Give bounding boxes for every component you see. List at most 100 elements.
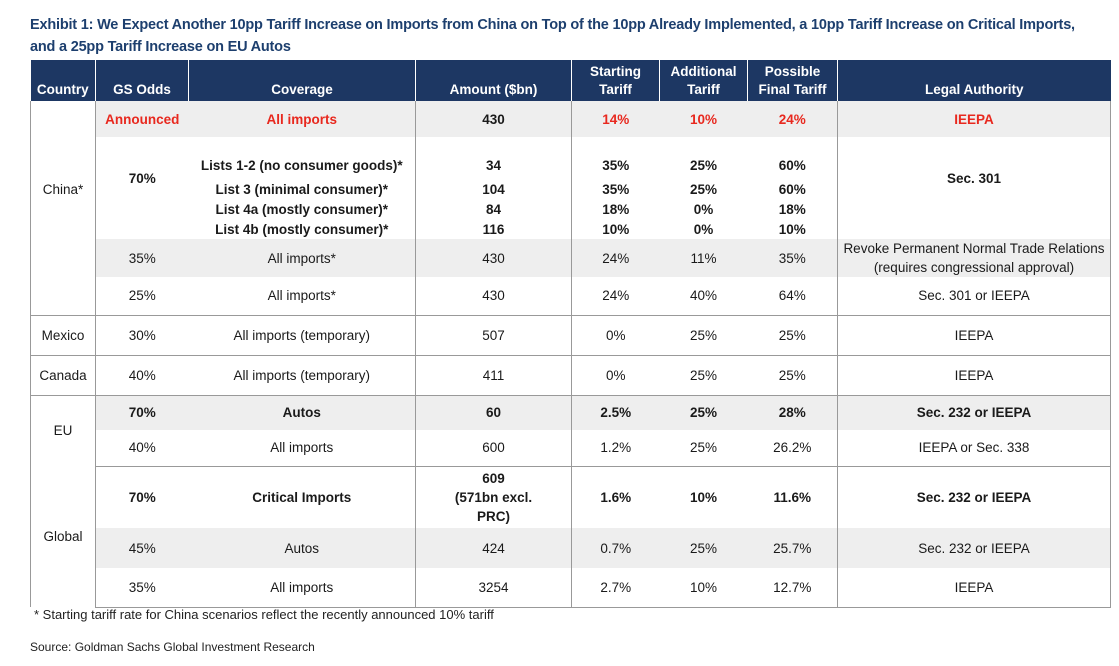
header-final-tariff: Possible Final Tariff: [747, 60, 838, 101]
cell-amount: 430: [415, 239, 572, 277]
table-row-global-critical: Global 70% Critical Imports 609 (571bn ex…: [30, 466, 1111, 607]
cell-final-tariff: 35%: [747, 239, 838, 277]
cell-amount: 116: [415, 219, 572, 239]
cell-legal-authority: Sec. 232 or IEEPA: [837, 395, 1111, 430]
cell-starting-tariff: 0%: [571, 355, 660, 396]
cell-odds: 70%: [95, 137, 189, 239]
amount-line-3: PRC): [477, 508, 510, 524]
cell-legal-authority: Sec. 232 or IEEPA: [837, 466, 1111, 528]
cell-legal-authority: IEEPA: [837, 101, 1111, 137]
table-row-china-lists-1-2: 70% Lists 1-2 (no consumer goods)* 34 35…: [31, 137, 1111, 239]
cell-odds: 35%: [95, 239, 189, 277]
cell-legal-authority: Sec. 301: [837, 137, 1111, 239]
cell-starting-tariff: 24%: [571, 239, 660, 277]
country-global: Global: [30, 466, 96, 607]
header-starting-tariff-line-2: Tariff: [599, 82, 632, 97]
table-header: Country GS Odds Coverage Amount ($bn) St…: [30, 60, 1111, 101]
cell-amount: 84: [415, 199, 572, 219]
header-legal-authority: Legal Authority: [837, 60, 1111, 101]
cell-legal-authority: Sec. 301 or IEEPA: [837, 277, 1111, 316]
table-row-china-announced: China* Announced All imports 430 14% 10%…: [30, 101, 1111, 277]
cell-amount: 507: [415, 315, 572, 356]
cell-starting-tariff: 14%: [571, 101, 660, 137]
cell-final-tariff: 64%: [747, 277, 838, 316]
country-china: China*: [30, 101, 96, 277]
cell-additional-tariff: 25%: [659, 315, 748, 356]
cell-starting-tariff: 1.2%: [571, 430, 660, 467]
cell-additional-tariff: 25%: [659, 355, 748, 396]
cell-starting-tariff: 2.5%: [571, 395, 660, 430]
cell-odds: 70%: [128, 489, 156, 505]
cell-additional-tariff: 11%: [659, 239, 748, 277]
table-row-global-all: 35% All imports 3254 2.7% 10% 12.7% IEEP…: [31, 568, 1111, 608]
table-row-china-pntr: 35% All imports* 430 24% 11% 35% Revoke …: [31, 239, 1111, 277]
table-row-china-list-4b: List 4b (mostly consumer)* 116 10% 0% 10…: [31, 219, 1111, 239]
table-row-china-list-4a: List 4a (mostly consumer)* 84 18% 0% 18%: [31, 199, 1111, 219]
cell-odds: 70%: [95, 395, 189, 430]
cell-odds: 30%: [95, 315, 189, 356]
header-final-tariff-line-2: Final Tariff: [758, 82, 827, 97]
header-starting-tariff: Starting Tariff: [571, 60, 660, 101]
cell-final-tariff: 25%: [747, 315, 838, 356]
cell-amount: 609 (571bn excl. PRC): [415, 466, 572, 528]
cell-final-tariff: 24%: [747, 101, 838, 137]
country-mexico: Mexico: [30, 315, 96, 356]
header-additional-tariff: Additional Tariff: [659, 60, 748, 101]
cell-additional-tariff: 10%: [689, 489, 718, 505]
cell-additional-tariff: 25%: [659, 430, 748, 467]
cell-additional-tariff: 25%: [659, 395, 748, 430]
legal-line-1: Revoke Permanent Normal Trade Relations: [843, 241, 1105, 256]
source-line: Source: Goldman Sachs Global Investment …: [30, 640, 315, 654]
header-country: Country: [30, 60, 96, 101]
cell-odds: Announced: [95, 101, 189, 137]
cell-coverage: List 4b (mostly consumer)*: [215, 221, 389, 237]
table-row-eu-all: 40% All imports 600 1.2% 25% 26.2% IEEPA…: [31, 430, 1111, 467]
cell-legal-authority: IEEPA: [837, 568, 1111, 608]
cell-additional-tariff: 0%: [693, 221, 714, 237]
cell-starting-tariff: 2.7%: [571, 568, 660, 608]
cell-starting-tariff: 1.6%: [600, 489, 632, 505]
header-additional-tariff-line-1: Additional: [670, 64, 737, 79]
cell-legal-authority: Sec. 232 or IEEPA: [837, 528, 1111, 568]
cell-final-tariff: 10%: [747, 219, 838, 239]
cell-odds: 25%: [95, 277, 189, 316]
exhibit-title-line-2: and a 25pp Tariff Increase on EU Autos: [30, 39, 291, 55]
footnote: * Starting tariff rate for China scenari…: [34, 607, 494, 622]
cell-starting-tariff: 0.7%: [571, 528, 660, 568]
header-additional-tariff-line-2: Tariff: [687, 82, 720, 97]
cell-final-tariff: 12.7%: [747, 568, 838, 608]
cell-coverage: Autos: [188, 528, 416, 568]
cell-legal-authority: IEEPA: [837, 355, 1111, 396]
cell-additional-tariff: 0%: [693, 201, 714, 217]
country-canada: Canada: [30, 355, 96, 396]
cell-coverage: All imports*: [188, 239, 416, 277]
cell-coverage: All imports (temporary): [188, 315, 416, 356]
cell-coverage: All imports: [188, 568, 416, 608]
cell-legal-authority: IEEPA or Sec. 338: [837, 430, 1111, 467]
table-row-canada: Canada 40% All imports (temporary) 411 0…: [30, 355, 1111, 396]
header-final-tariff-line-1: Possible: [764, 64, 821, 79]
cell-odds: 35%: [95, 568, 189, 608]
cell-coverage: Critical Imports: [252, 489, 352, 505]
cell-final-tariff: 25%: [747, 355, 838, 396]
table-row-china-list-3: List 3 (minimal consumer)* 104 35% 25% 6…: [31, 179, 1111, 199]
cell-coverage: All imports*: [188, 277, 416, 316]
cell-amount: 411: [415, 355, 572, 396]
cell-amount: 104: [415, 179, 572, 199]
table-row-eu-autos: EU 70% Autos 60 2.5% 25% 28% Sec. 232 or…: [30, 395, 1111, 466]
cell-coverage: Autos: [188, 395, 416, 430]
cell-coverage: All imports: [188, 101, 416, 137]
cell-final-tariff: 60%: [747, 179, 838, 199]
table-row-china-alt: 25% All imports* 430 24% 40% 64% Sec. 30…: [30, 277, 1111, 316]
cell-amount: 430: [415, 101, 572, 137]
cell-starting-tariff: 18%: [602, 201, 630, 217]
amount-line-1: 609: [482, 470, 505, 486]
cell-odds: 45%: [95, 528, 189, 568]
cell-legal-authority: Revoke Permanent Normal Trade Relations (…: [837, 239, 1111, 277]
cell-additional-tariff: 25%: [689, 181, 718, 197]
table-row-global-autos: 45% Autos 424 0.7% 25% 25.7% Sec. 232 or…: [31, 528, 1111, 568]
tariff-table: Country GS Odds Coverage Amount ($bn) St…: [30, 60, 1111, 608]
cell-coverage: All imports: [188, 430, 416, 467]
cell-final-tariff: 18%: [747, 199, 838, 219]
cell-amount: 3254: [415, 568, 572, 608]
